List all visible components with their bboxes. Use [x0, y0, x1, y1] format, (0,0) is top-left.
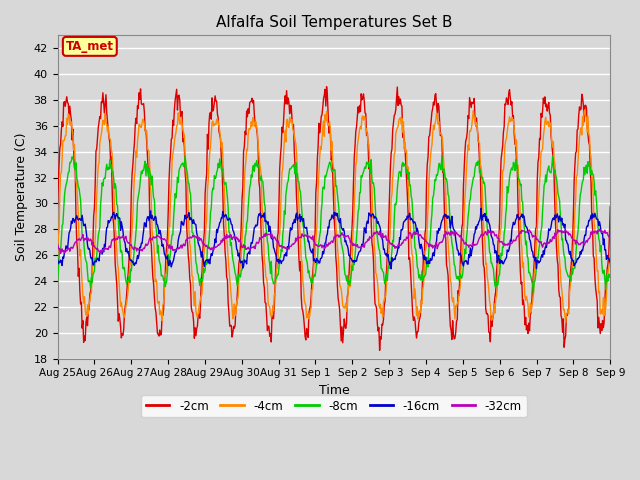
- Title: Alfalfa Soil Temperatures Set B: Alfalfa Soil Temperatures Set B: [216, 15, 452, 30]
- Y-axis label: Soil Temperature (C): Soil Temperature (C): [15, 132, 28, 261]
- X-axis label: Time: Time: [319, 384, 349, 397]
- Text: TA_met: TA_met: [66, 40, 114, 53]
- Legend: -2cm, -4cm, -8cm, -16cm, -32cm: -2cm, -4cm, -8cm, -16cm, -32cm: [141, 395, 527, 417]
